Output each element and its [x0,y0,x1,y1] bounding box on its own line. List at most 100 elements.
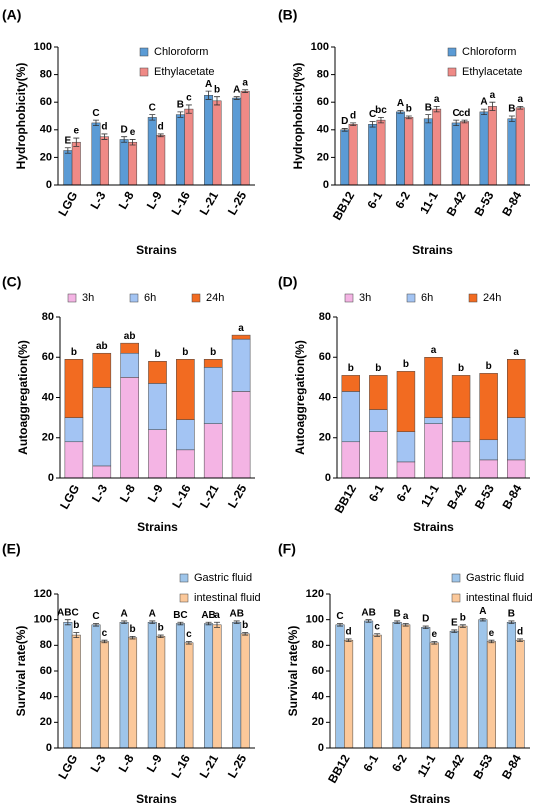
significance-letter: B [508,609,515,620]
x-axis-label: Strains [410,792,451,806]
y-tick-label: 60 [319,351,331,363]
y-tick-label: 100 [311,41,329,53]
bar [184,642,194,749]
x-tick-label: B-53 [472,482,497,512]
bar [460,121,469,186]
legend-swatch [447,67,457,77]
x-axis-label: Strains [136,243,177,257]
bar-segment [507,459,526,479]
y-tick-label: 120 [306,588,324,600]
bar-segment [148,383,167,430]
error-bar [149,114,156,121]
bar [232,621,242,749]
bar-segment [92,387,112,467]
error-bar [350,122,357,127]
bar [147,621,157,749]
bar-segment [203,423,223,479]
significance-letter: B [394,609,401,620]
significance-letter: d [101,122,107,133]
significance-letter: d [158,122,164,133]
significance-letter: E [65,135,72,146]
legend-label: 24h [483,292,501,304]
significance-letter: B [425,102,432,113]
bar-segment [92,465,112,479]
significance-letter: b [71,347,77,358]
bar-segment [64,359,84,418]
y-tick-label: 20 [40,716,52,728]
error-bar [431,641,438,645]
error-bar [405,115,412,120]
bar [184,108,194,186]
significance-letter: AB [201,610,215,621]
bar [128,141,138,186]
bar [515,107,525,186]
significance-letter: e [74,126,80,137]
legend-label: Chloroform [462,46,516,58]
y-tick-label: 0 [48,472,54,484]
significance-letter: ab [124,331,136,342]
bar-segment [369,431,388,479]
error-bar [73,632,80,639]
bar-segment [231,391,251,479]
y-tick-label: 20 [317,151,329,163]
error-bar [402,623,409,627]
bar [507,118,517,186]
legend-label: intestinal fluid [466,592,533,604]
x-tick-label: B-53 [470,752,495,782]
error-bar [397,110,404,114]
legend-swatch [179,573,189,583]
x-tick-label: L-8 [117,482,138,505]
legend-swatch [139,67,149,77]
x-tick-label: L-21 [197,752,222,781]
bar-segment [369,409,388,432]
bar [99,641,109,749]
bar-segment [424,357,443,418]
bar [240,90,250,186]
y-tick-label: 20 [40,151,52,163]
error-bar [233,96,240,100]
y-tick-label: 60 [40,96,52,108]
error-bar [453,119,460,127]
bar [63,150,73,186]
x-tick-label: L-3 [87,189,108,212]
x-tick-label: B-42 [444,482,469,512]
significance-letter: b [458,363,464,374]
significance-letter: a [238,323,244,334]
x-axis-label: Strains [136,792,177,806]
significance-letter: bc [375,105,387,116]
legend-label: 6h [144,292,156,304]
error-bar [479,617,486,622]
bar [240,633,250,749]
x-tick-label: L-16 [169,482,194,511]
significance-letter: a [242,77,248,88]
x-tick-label: B-84 [499,482,524,512]
bar [71,141,81,186]
bar [458,625,468,749]
legend-swatch [447,47,457,57]
bar-segment [396,431,416,463]
bar-segment [176,419,195,451]
legend-swatch [129,293,139,303]
bar-segment [479,373,498,441]
significance-letter: AB [229,609,243,620]
y-tick-label: 0 [46,179,52,191]
error-bar [345,638,352,642]
error-bar [157,634,164,639]
y-tick-label: 20 [312,716,324,728]
x-tick-label: L-3 [87,752,108,775]
y-axis-label: Hydrophobicity(%) [14,63,28,170]
y-axis-label: Survival rate(%) [286,626,300,717]
error-bar [517,638,523,642]
x-tick-label: L-25 [225,189,250,218]
bar [344,639,354,749]
legend-label: Gastric fluid [466,572,524,584]
y-tick-label: 60 [317,96,329,108]
bar [119,621,129,749]
significance-letter: b [403,359,409,370]
error-bar [214,96,221,106]
bar [147,117,157,186]
significance-letter: b [348,363,354,374]
y-tick-label: 40 [317,124,329,136]
y-tick-label: 80 [40,69,52,81]
panel-label: (A) [2,7,21,23]
